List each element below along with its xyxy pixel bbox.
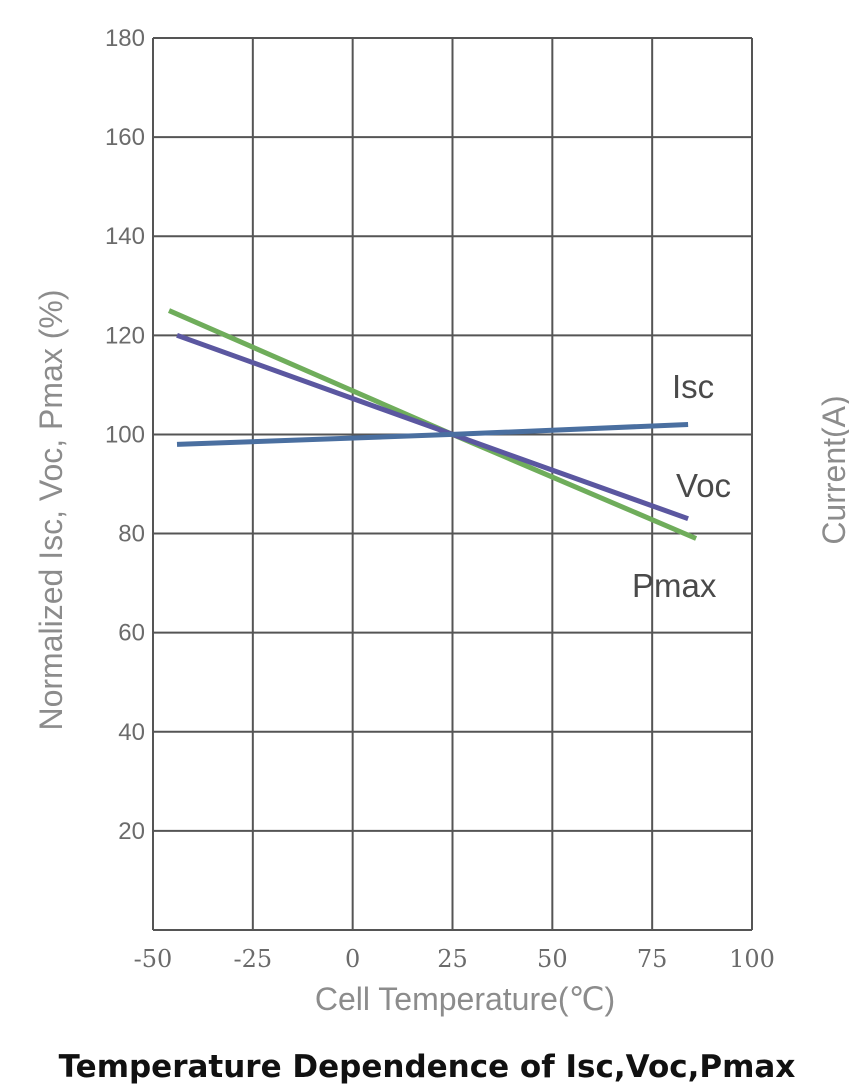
y-tick-label: 140 xyxy=(105,223,145,250)
x-tick-label: -25 xyxy=(234,945,273,973)
y-tick-label: 60 xyxy=(118,620,145,647)
x-axis-label: Cell Temperature(℃) xyxy=(315,981,615,1017)
y-tick-label: 120 xyxy=(105,322,145,349)
series-labels: Isc Voc Pmax xyxy=(632,368,731,604)
y-tick-label: 40 xyxy=(118,719,145,746)
y-tick-label: 20 xyxy=(118,818,145,845)
x-tick-label: 100 xyxy=(729,945,775,973)
x-tick-label: 50 xyxy=(537,945,568,973)
y-tick-label: 80 xyxy=(118,521,145,548)
x-tick-label: 0 xyxy=(345,945,360,973)
series-line-isc xyxy=(176,422,689,447)
x-tick-label: -50 xyxy=(134,945,173,973)
y-axis-label: Normalized Isc, Voc, Pmax (%) xyxy=(33,290,69,731)
y-tick-labels: 20 40 60 80 100 120 140 160 180 xyxy=(105,25,145,845)
y-tick-label: 100 xyxy=(105,421,145,448)
series-line-pmax xyxy=(167,308,698,541)
y-tick-label: 160 xyxy=(105,124,145,151)
x-tick-label: 25 xyxy=(437,945,468,973)
x-tick-label: 75 xyxy=(637,945,668,973)
x-tick-labels: -50 -25 0 25 50 75 100 xyxy=(134,945,775,973)
chart-caption: Temperature Dependence of Isc,Voc,Pmax xyxy=(59,1049,796,1085)
secondary-y-axis-label: Current(A) xyxy=(816,395,849,544)
series-label-isc: Isc xyxy=(672,368,714,405)
grid xyxy=(152,37,753,931)
series-lines xyxy=(167,308,698,541)
series-label-pmax: Pmax xyxy=(632,567,717,604)
y-tick-label: 180 xyxy=(105,25,145,52)
series-label-voc: Voc xyxy=(676,467,731,504)
